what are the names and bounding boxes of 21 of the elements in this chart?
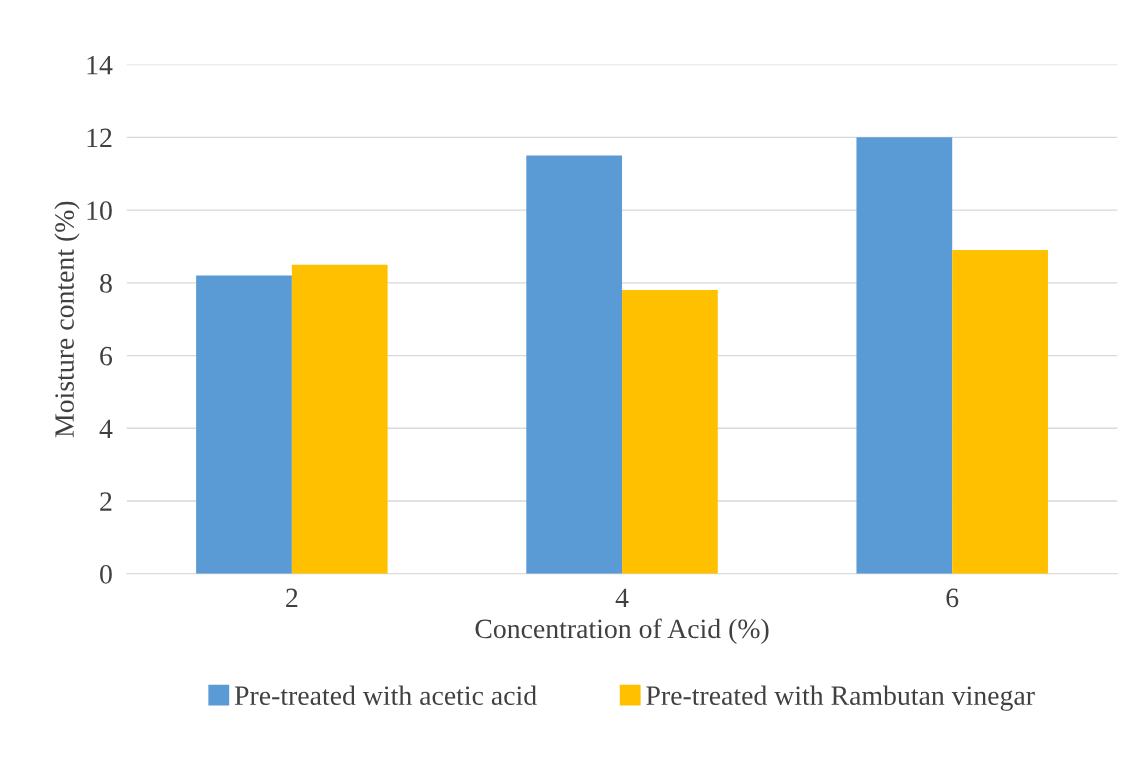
bar bbox=[196, 275, 292, 574]
x-tick-label: 6 bbox=[946, 588, 959, 608]
bar bbox=[622, 290, 718, 574]
y-tick-label: 14 bbox=[87, 55, 113, 75]
x-tick-label: 4 bbox=[615, 588, 629, 607]
x-axis-title: Concentration of Acid (%) bbox=[475, 618, 769, 644]
x-tick-label: 2 bbox=[286, 588, 298, 607]
y-tick-label: 4 bbox=[99, 419, 113, 438]
bar bbox=[526, 155, 623, 574]
y-tick-label: 0 bbox=[100, 564, 112, 584]
y-tick-label: 10 bbox=[87, 201, 112, 220]
bar bbox=[856, 137, 953, 574]
legend-label: Pre-treated with acetic acid bbox=[234, 685, 537, 706]
bar bbox=[952, 250, 1048, 574]
y-tick-label: 8 bbox=[100, 273, 112, 293]
bar bbox=[291, 264, 388, 574]
y-tick-label: 6 bbox=[100, 346, 113, 366]
legend-label: Pre-treated with Rambutan vinegar bbox=[646, 685, 1035, 711]
y-tick-label: 2 bbox=[100, 492, 112, 511]
y-axis-title: Moisture content (%) bbox=[54, 201, 80, 438]
y-tick-label: 12 bbox=[87, 128, 112, 147]
